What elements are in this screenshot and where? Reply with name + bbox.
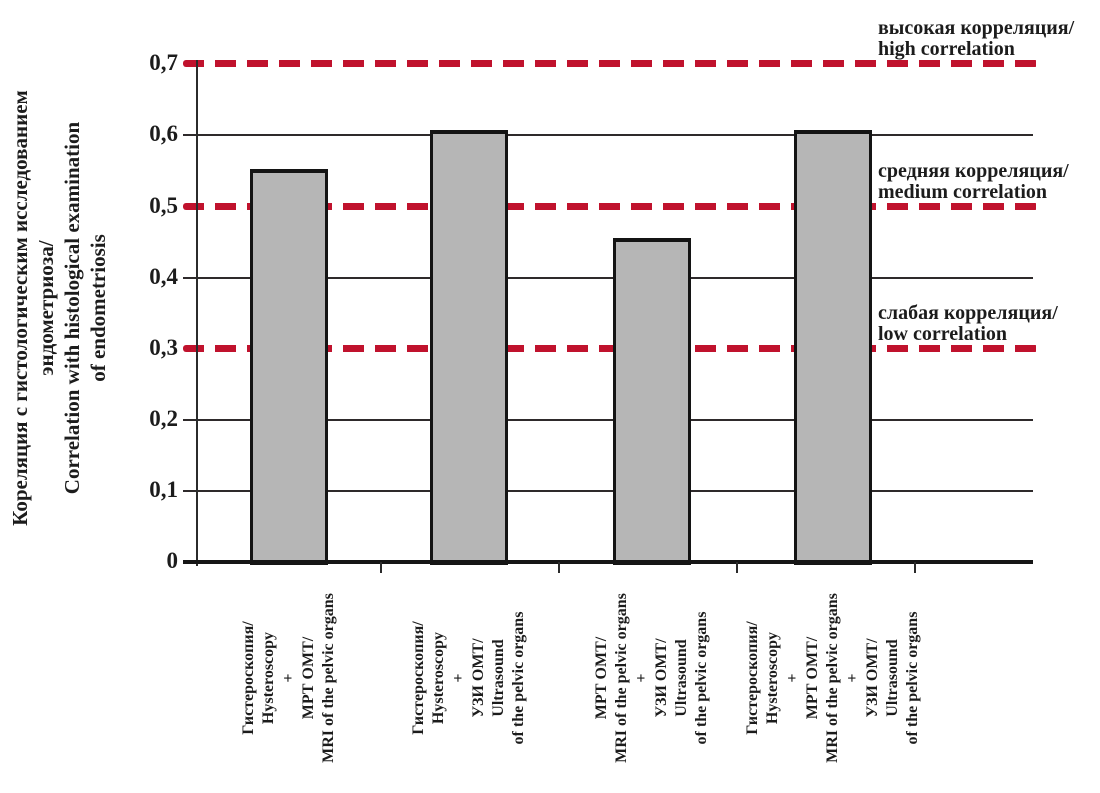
y-tick-label-0,2: 0,2 xyxy=(149,405,178,431)
gridline-0.4 xyxy=(183,276,1033,279)
x-axis-tick-4 xyxy=(914,562,916,573)
y-axis-title-line: Кореляция с гистологическим исследование… xyxy=(8,90,32,526)
gridline-0.2 xyxy=(183,418,1033,421)
x-category-label-line: + xyxy=(632,673,650,683)
x-category-label-line: of the pelvic organs xyxy=(509,611,527,745)
x-category-label-line: + xyxy=(449,673,467,683)
x-category-label-line: УЗИ ОМТ/ xyxy=(469,638,487,718)
threshold-dashed-line-0.3 xyxy=(183,344,1038,352)
x-category-label-line: УЗИ ОМТ/ xyxy=(652,638,670,718)
x-category-label-3: МРТ ОМТ/MRI of the pelvic organs + УЗИ ОМТ… xyxy=(592,561,712,793)
x-category-label-line: УЗИ ОМТ/ xyxy=(863,638,881,718)
y-axis-title: Кореляция с гистологическим исследование… xyxy=(7,28,111,588)
x-category-label-1: Гистероскопия/Hysteroscopy + МРТ ОМТ/MRI o… xyxy=(239,561,339,793)
x-category-label-line: + xyxy=(843,673,861,683)
threshold-annotation-ru: средняя корреляция/ xyxy=(878,159,1069,182)
y-axis-title-line: of endometriosis xyxy=(86,234,110,382)
y-tick-label-0: 0 xyxy=(166,548,179,573)
x-category-label-line: Гистероскопия/ xyxy=(240,621,257,735)
y-tick-label-0,1: 0,1 xyxy=(149,476,178,502)
bar-category-2 xyxy=(429,129,508,565)
x-category-label-4: Гистероскопия/Hysteroscopy + МРТ ОМТ/MRI o… xyxy=(743,561,923,793)
threshold-annotation-en: low correlation xyxy=(878,322,1008,345)
x-category-label-line: Гистероскопия/ xyxy=(409,621,427,735)
y-tick-label-0,4: 0,4 xyxy=(149,263,178,289)
bar-category-1 xyxy=(250,168,328,565)
x-category-label-line: МРТ ОМТ/ xyxy=(300,636,317,720)
y-tick-label-0,6: 0,6 xyxy=(149,121,178,147)
x-category-label-line: Ultrasound xyxy=(672,639,690,717)
threshold-annotation-ru: слабая корреляция/ xyxy=(878,301,1058,324)
x-category-label-line: Hysteroscopy xyxy=(763,631,781,725)
threshold-annotation-en: high correlation xyxy=(878,38,1015,61)
x-category-label-line: Hysteroscopy xyxy=(260,631,277,725)
threshold-annotation-en: medium correlation xyxy=(878,180,1048,203)
y-axis-title-line: Correlation with histological examinatio… xyxy=(60,121,84,495)
threshold-annotation: высокая корреляция/high correlation xyxy=(878,18,1074,60)
bar-category-3 xyxy=(612,237,691,565)
x-category-label-line: Ultrasound xyxy=(883,639,901,717)
threshold-dashed-line-0.7 xyxy=(183,60,1038,68)
x-axis-tick-3 xyxy=(736,562,738,573)
threshold-annotation-ru: высокая корреляция/ xyxy=(878,17,1075,40)
x-category-label-line: Hysteroscopy xyxy=(429,631,447,725)
x-axis-line xyxy=(183,560,1033,564)
x-category-label-line: МРТ ОМТ/ xyxy=(803,636,821,720)
x-category-label-line: Гистероскопия/ xyxy=(743,621,761,735)
x-axis-tick-2 xyxy=(558,562,560,573)
threshold-annotation: слабая корреляция/low correlation xyxy=(878,301,1058,345)
x-category-label-line: MRI of the pelvic organs xyxy=(612,593,630,763)
y-tick-label-0,7: 0,7 xyxy=(149,50,178,76)
gridline-0.6 xyxy=(183,134,1033,137)
threshold-dashed-line-0.5 xyxy=(183,202,1038,210)
y-tick-label-0,5: 0,5 xyxy=(149,192,178,218)
x-category-label-line: MRI of the pelvic organs xyxy=(823,593,841,763)
bar-category-4 xyxy=(793,129,872,565)
x-category-label-line: + xyxy=(280,673,297,683)
y-tick-label-0,3: 0,3 xyxy=(149,334,178,360)
x-category-label-line: of the pelvic organs xyxy=(903,611,921,745)
y-axis-line xyxy=(196,60,198,566)
x-category-label-line: МРТ ОМТ/ xyxy=(592,636,610,720)
x-axis-tick-1 xyxy=(380,562,382,573)
threshold-annotation: средняя корреляция/medium correlation xyxy=(878,159,1069,203)
gridline-0.1 xyxy=(183,489,1033,492)
x-category-label-line: MRI of the pelvic organs xyxy=(320,593,337,763)
x-category-label-line: Ultrasound xyxy=(489,639,507,717)
x-category-label-2: Гистероскопия/Hysteroscopy + УЗИ ОМТ/Ultra… xyxy=(409,561,529,793)
x-category-label-line: of the pelvic organs xyxy=(692,611,710,745)
y-axis-title-line: эндометриоза/ xyxy=(34,240,58,376)
x-category-label-line: + xyxy=(783,673,801,683)
